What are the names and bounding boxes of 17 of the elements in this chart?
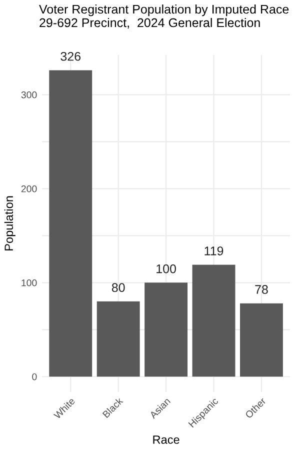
y-tick-label: 300 (21, 91, 37, 98)
data-label: 326 (60, 52, 81, 61)
y-tick-label: 0 (32, 373, 37, 380)
chart-title: Voter Registrant Population by Imputed Race 29-692 Precinct, 2024 General Election (39, 4, 289, 29)
bar (240, 303, 283, 377)
x-axis-title: Race (153, 436, 180, 444)
y-tick-label: 200 (21, 185, 37, 192)
data-label: 80 (112, 283, 125, 292)
bar (49, 70, 92, 377)
bar (192, 264, 236, 377)
data-label: 100 (156, 264, 176, 274)
bar (144, 282, 188, 377)
data-label: 119 (204, 246, 224, 256)
y-axis-title: Population (4, 196, 16, 250)
y-tick-label: 100 (22, 279, 37, 286)
data-label: 78 (255, 285, 268, 294)
bar (96, 301, 140, 377)
